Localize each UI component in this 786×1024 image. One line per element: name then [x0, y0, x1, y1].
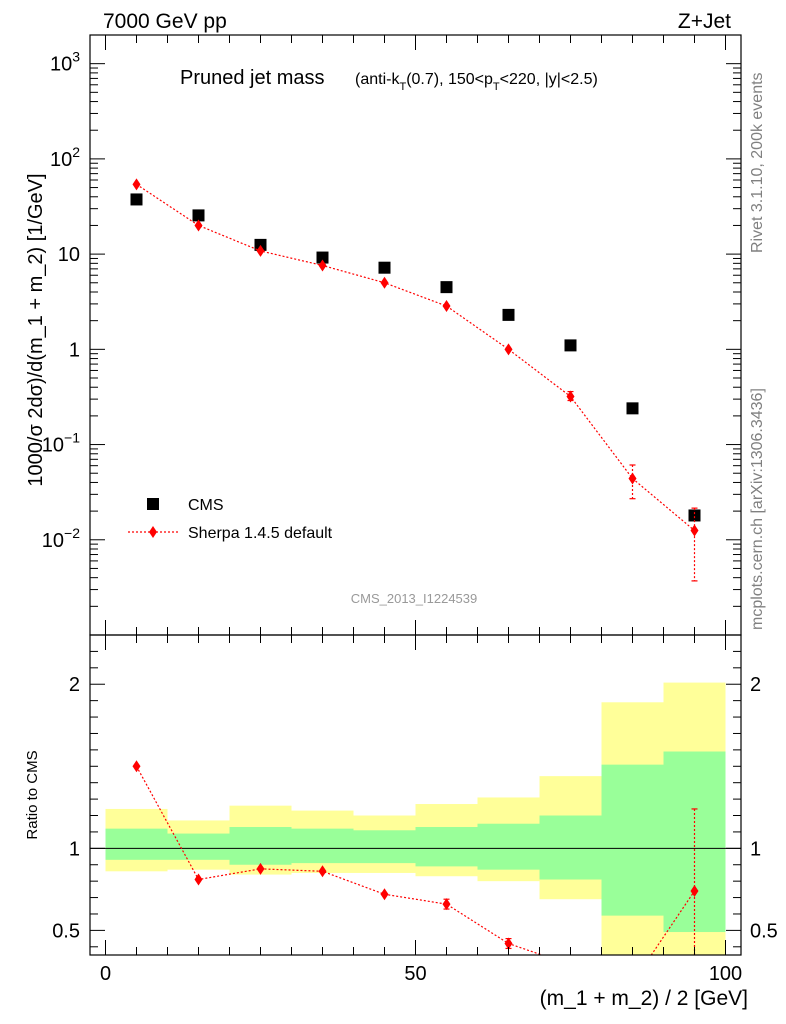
cms-point: [378, 261, 391, 274]
uncertainty-band-inner: [291, 828, 354, 864]
cms-point: [626, 402, 639, 415]
plot-title: Pruned jet mass: [180, 67, 325, 89]
ratio-sherpa-point: [380, 888, 389, 901]
x-tick-label: 100: [709, 963, 742, 985]
y-axis-label: 1000/σ 2dσ)/d(m_1 + m_2) [1/GeV]: [25, 173, 47, 486]
cms-point: [564, 339, 577, 352]
rivet-version-label: Rivet 3.1.10, 200k events: [749, 72, 766, 253]
cms-point: [440, 281, 453, 294]
ratio-sherpa-point: [504, 937, 513, 950]
ratio-sherpa-point: [318, 865, 327, 878]
sherpa-point: [442, 300, 451, 313]
mcplots-label: mcplots.cern.ch [arXiv:1306.3436]: [749, 388, 766, 630]
ratio-y-axis-label: Ratio to CMS: [24, 750, 41, 839]
y-tick-label: 10: [58, 244, 80, 266]
sherpa-point: [318, 259, 327, 272]
uncertainty-band-inner: [415, 827, 478, 867]
cms-point: [316, 251, 329, 264]
y-tick-label: 102: [50, 144, 80, 171]
sherpa-point: [132, 178, 141, 191]
uncertainty-band-inner: [601, 764, 664, 916]
sherpa-point: [504, 343, 513, 356]
legend-cms-marker: [147, 498, 159, 510]
ratio-sherpa-point: [690, 885, 699, 897]
uncertainty-band-inner: [353, 830, 416, 864]
ratio-sherpa-point: [567, 959, 575, 971]
sherpa-point: [628, 472, 637, 485]
ratio-series: [132, 760, 699, 971]
ratio-panel: 0.5 0.5 1 1 2 2 0 50 100 Ratio to CMS (m_1 + m_2…: [24, 634, 778, 1010]
ratio-y-tick-label-left: 1: [69, 838, 80, 860]
cms-point: [130, 193, 143, 206]
main-frame: [89, 34, 742, 636]
ratio-sherpa-point: [442, 898, 451, 911]
sherpa-point: [380, 276, 389, 289]
sherpa-point: [256, 244, 265, 257]
cms-point: [502, 308, 515, 321]
y-tick-label: 10−1: [42, 430, 80, 457]
sherpa-point: [194, 219, 203, 232]
y-tick-label: 1: [69, 339, 80, 361]
ratio-y-tick-label-right: 0.5: [750, 920, 778, 942]
ratio-y-tick-label-right: 2: [750, 674, 761, 696]
ratio-y-tick-label-right: 1: [750, 838, 761, 860]
legend-sherpa-label: Sherpa 1.4.5 default: [188, 525, 333, 542]
x-tick-label: 50: [404, 963, 426, 985]
process-label: Z+Jet: [678, 10, 731, 33]
uncertainty-band-inner: [167, 833, 230, 860]
ratio-y-tick-label-left: 0.5: [52, 920, 80, 942]
uncertainty-band-inner: [229, 827, 292, 865]
y-tick-label: 103: [50, 49, 80, 76]
uncertainty-band-inner: [105, 828, 168, 860]
legend-cms-label: CMS: [188, 497, 224, 514]
ratio-sherpa-point: [256, 862, 265, 875]
sherpa-line: [136, 183, 695, 532]
analysis-id-label: CMS_2013_I1224539: [351, 591, 478, 606]
ratio-frame: [89, 634, 742, 956]
cms-point: [192, 209, 205, 222]
y-tick-label: 10−2: [42, 525, 80, 552]
ratio-sherpa-line: [135, 765, 695, 955]
energy-label: 7000 GeV pp: [103, 10, 227, 33]
ratio-sherpa-point: [194, 873, 203, 886]
uncertainty-band-inner: [539, 815, 602, 880]
x-tick-label: 0: [100, 963, 111, 985]
legend: CMS Sherpa 1.4.5 default: [128, 497, 333, 542]
sherpa-point: [566, 390, 575, 403]
cms-point: [688, 509, 701, 522]
sherpa-point: [690, 524, 699, 537]
legend-sherpa-marker: [149, 526, 157, 538]
ratio-sherpa-point: [132, 760, 141, 773]
plot-title-cuts: (anti-kT(0.7), 150<pT<220, |y|<2.5): [355, 71, 598, 93]
x-axis-label: (m_1 + m_2) / 2 [GeV]: [540, 987, 748, 1010]
ratio-y-tick-label-left: 2: [69, 674, 80, 696]
uncertainty-band-inner: [477, 823, 540, 870]
cms-point: [254, 238, 267, 251]
